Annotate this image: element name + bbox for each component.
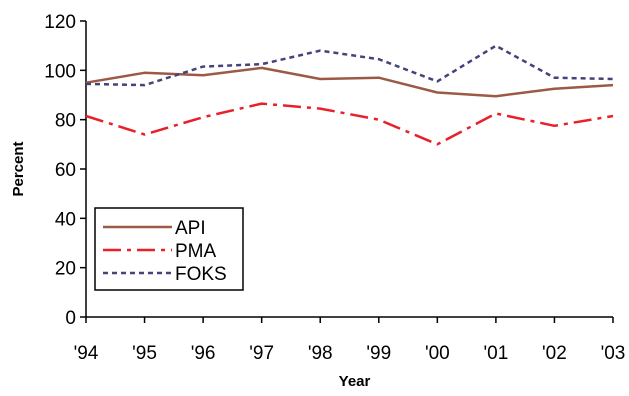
y-tick-label: 60 bbox=[55, 160, 76, 181]
x-tick-label: '03 bbox=[601, 343, 626, 364]
y-tick-label: 80 bbox=[55, 111, 76, 132]
axes: 0 20 40 60 80 100 120 '94 '95 '96 '97 '98 '99 '00 '01 '… bbox=[44, 12, 625, 364]
series-lines bbox=[85, 44, 614, 146]
y-tick-label: 120 bbox=[44, 12, 76, 33]
legend-label-foks: FOKS bbox=[175, 264, 227, 285]
legend-label-pma: PMA bbox=[175, 241, 217, 262]
x-tick-label: '99 bbox=[366, 343, 391, 364]
y-tick-label: 0 bbox=[65, 308, 76, 329]
x-tick-label: '98 bbox=[308, 343, 333, 364]
y-tick-label: 20 bbox=[55, 259, 76, 280]
y-axis-title: Percent bbox=[10, 141, 27, 196]
x-tick-label: '96 bbox=[191, 343, 216, 364]
x-tick-label: '00 bbox=[425, 343, 450, 364]
x-tick-label: '02 bbox=[542, 343, 567, 364]
x-tick-label: '94 bbox=[74, 343, 99, 364]
x-axis-title: Year bbox=[339, 373, 371, 390]
y-tick-label: 100 bbox=[44, 61, 76, 82]
x-tick-label: '97 bbox=[249, 343, 274, 364]
x-tick-label: '95 bbox=[132, 343, 157, 364]
x-tick-label: '01 bbox=[484, 343, 509, 364]
series-line-foks bbox=[85, 44, 614, 87]
y-tick-label: 40 bbox=[55, 209, 76, 230]
series-line-pma bbox=[85, 102, 614, 146]
legend-label-api: API bbox=[175, 218, 206, 239]
series-line-api bbox=[85, 66, 614, 98]
